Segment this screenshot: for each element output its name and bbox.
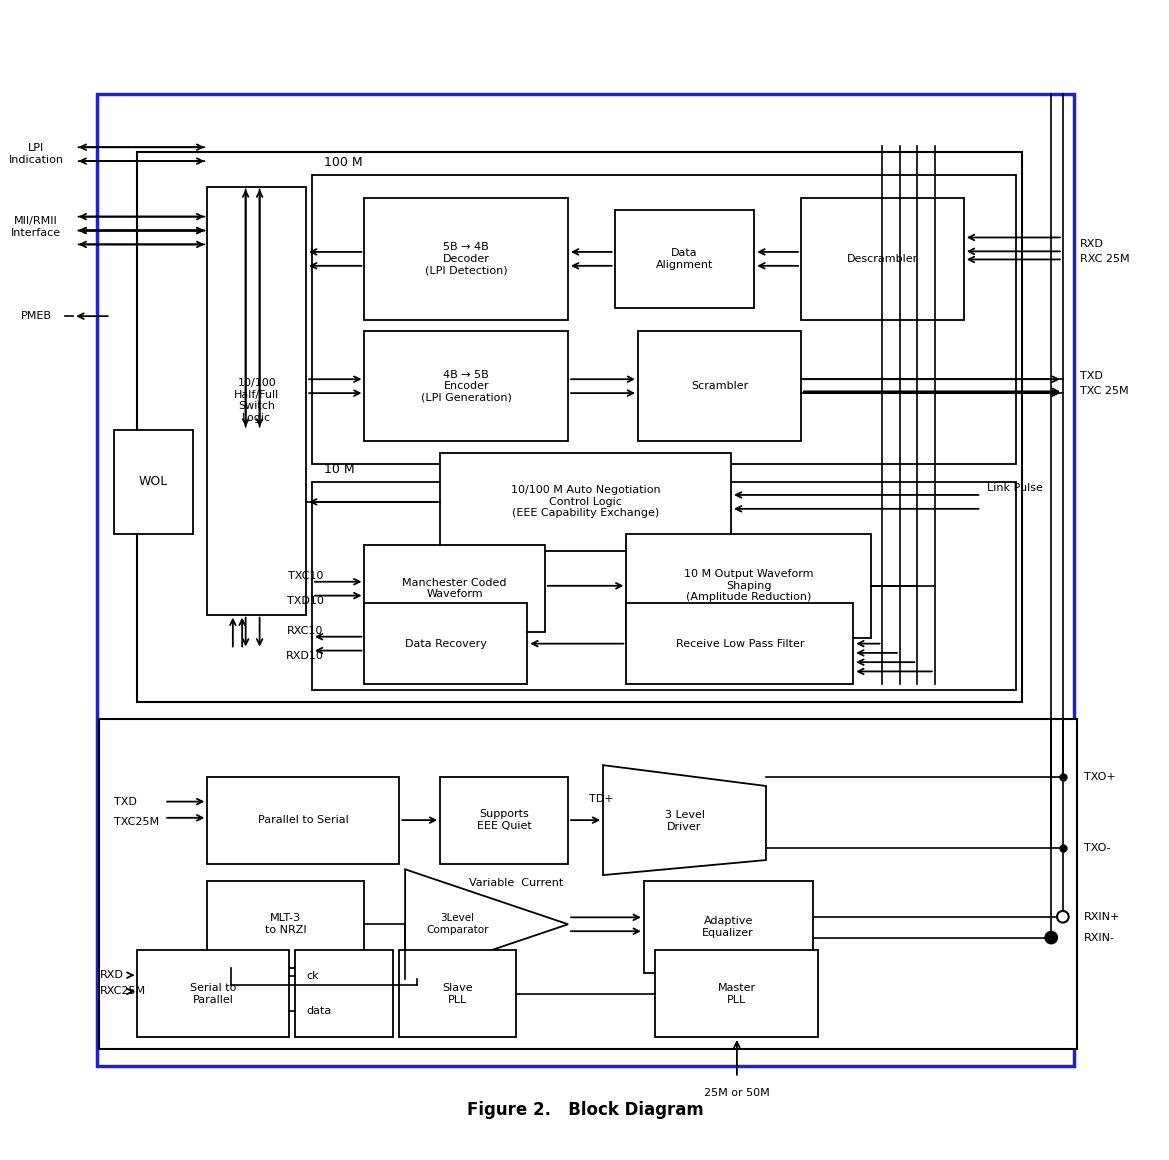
Text: 10 M: 10 M [324, 463, 354, 476]
Text: RXD: RXD [1080, 239, 1105, 249]
Text: Master
PLL: Master PLL [718, 983, 756, 1005]
Text: RXC 25M: RXC 25M [1080, 254, 1130, 264]
Text: TXD10: TXD10 [286, 596, 324, 607]
Text: Scrambler: Scrambler [691, 382, 748, 391]
Text: MII/RMII
Interface: MII/RMII Interface [11, 216, 61, 238]
Text: TXO-: TXO- [1084, 843, 1111, 854]
Polygon shape [603, 766, 766, 875]
Text: TD+: TD+ [589, 795, 614, 804]
Text: 3 Level
Driver: 3 Level Driver [664, 810, 705, 832]
Text: 10/100 M Auto Negotiation
Control Logic
(EEE Capability Exchange): 10/100 M Auto Negotiation Control Logic … [511, 485, 660, 519]
Text: RXIN-: RXIN- [1084, 933, 1115, 943]
Text: LPI
Indication: LPI Indication [8, 144, 63, 165]
FancyBboxPatch shape [644, 880, 812, 973]
Text: TXD: TXD [115, 797, 137, 806]
FancyBboxPatch shape [365, 332, 568, 441]
FancyBboxPatch shape [365, 603, 527, 684]
FancyBboxPatch shape [207, 880, 365, 967]
Text: 5B → 4B
Decoder
(LPI Detection): 5B → 4B Decoder (LPI Detection) [426, 242, 507, 275]
FancyBboxPatch shape [295, 950, 394, 1037]
Text: 3Level
Comparator: 3Level Comparator [427, 913, 489, 935]
Text: TXO+: TXO+ [1084, 771, 1115, 782]
FancyBboxPatch shape [138, 950, 289, 1037]
Text: 10 M Output Waveform
Shaping
(Amplitude Reduction): 10 M Output Waveform Shaping (Amplitude … [684, 570, 814, 602]
FancyBboxPatch shape [97, 94, 1074, 1066]
Text: Receive Low Pass Filter: Receive Low Pass Filter [676, 639, 804, 648]
FancyBboxPatch shape [627, 534, 871, 638]
Text: RXD: RXD [101, 970, 124, 980]
Text: TXC25M: TXC25M [115, 818, 159, 827]
FancyBboxPatch shape [115, 429, 193, 534]
Text: Supports
EEE Quiet: Supports EEE Quiet [477, 810, 532, 831]
Text: data: data [306, 1006, 332, 1016]
Text: RXIN+: RXIN+ [1084, 912, 1120, 922]
FancyBboxPatch shape [99, 719, 1077, 1049]
FancyBboxPatch shape [801, 198, 964, 320]
FancyBboxPatch shape [312, 175, 1016, 464]
FancyBboxPatch shape [627, 603, 853, 684]
Text: Manchester Coded
Waveform: Manchester Coded Waveform [402, 578, 507, 600]
Text: TXC10: TXC10 [289, 571, 324, 581]
Text: Variable  Current: Variable Current [469, 878, 562, 889]
Text: PMEB: PMEB [21, 311, 51, 321]
Text: 100 M: 100 M [324, 157, 362, 169]
Text: Link Pulse: Link Pulse [987, 483, 1043, 493]
FancyBboxPatch shape [365, 545, 545, 632]
Text: 4B → 5B
Encoder
(LPI Generation): 4B → 5B Encoder (LPI Generation) [421, 370, 512, 403]
Text: TXD: TXD [1080, 371, 1104, 382]
FancyBboxPatch shape [207, 187, 306, 615]
Text: 25M or 50M: 25M or 50M [704, 1088, 769, 1097]
Polygon shape [406, 869, 568, 979]
Text: MLT-3
to NRZI: MLT-3 to NRZI [265, 913, 306, 935]
Text: WOL: WOL [139, 476, 168, 488]
FancyBboxPatch shape [615, 210, 754, 309]
Text: RXC25M: RXC25M [101, 986, 146, 996]
FancyBboxPatch shape [312, 481, 1016, 690]
Circle shape [1057, 911, 1068, 922]
Text: RXC10: RXC10 [288, 626, 324, 636]
FancyBboxPatch shape [207, 777, 400, 863]
Text: Descrambler: Descrambler [846, 254, 918, 263]
FancyBboxPatch shape [638, 332, 801, 441]
Text: Figure 2.   Block Diagram: Figure 2. Block Diagram [468, 1101, 704, 1119]
Text: Adaptive
Equalizer: Adaptive Equalizer [703, 916, 754, 938]
Text: 10/100
Half/Full
Switch
Logic: 10/100 Half/Full Switch Logic [234, 378, 279, 423]
FancyBboxPatch shape [440, 777, 568, 863]
Text: Data
Alignment: Data Alignment [656, 248, 713, 269]
Text: Parallel to Serial: Parallel to Serial [258, 815, 348, 825]
FancyBboxPatch shape [656, 950, 818, 1037]
FancyBboxPatch shape [138, 152, 1022, 702]
FancyBboxPatch shape [365, 198, 568, 320]
Circle shape [1045, 931, 1057, 943]
Text: ck: ck [306, 971, 319, 981]
Text: Serial to
Parallel: Serial to Parallel [189, 983, 236, 1005]
Text: TXC 25M: TXC 25M [1080, 386, 1129, 397]
Text: RXD10: RXD10 [285, 652, 324, 661]
FancyBboxPatch shape [440, 452, 731, 551]
FancyBboxPatch shape [400, 950, 516, 1037]
Text: Data Recovery: Data Recovery [404, 639, 486, 648]
Text: Slave
PLL: Slave PLL [442, 983, 472, 1005]
